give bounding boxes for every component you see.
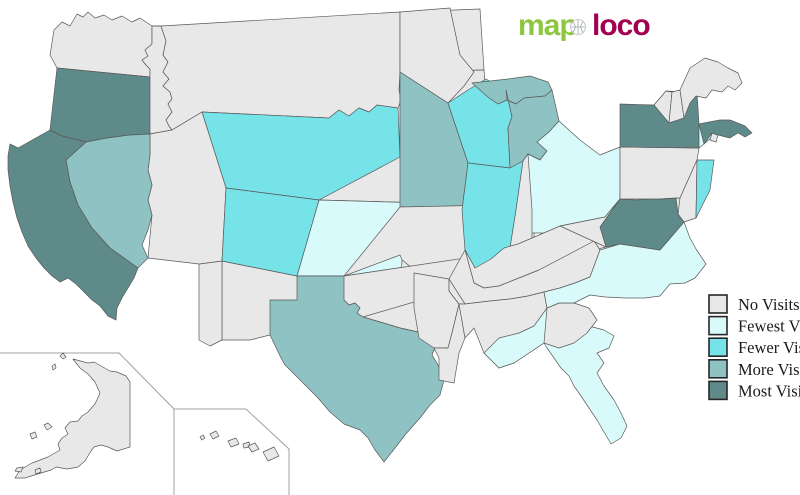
svg-text:Most Visits: Most Visits <box>738 381 800 400</box>
svg-text:loco: loco <box>592 9 650 42</box>
svg-text:More Visits: More Visits <box>738 360 800 379</box>
svg-text:No Visits: No Visits <box>738 295 800 314</box>
svg-text:map: map <box>518 9 577 42</box>
svg-text:Fewest Visits: Fewest Visits <box>738 317 800 336</box>
svg-text:Fewer Visits: Fewer Visits <box>738 338 800 357</box>
